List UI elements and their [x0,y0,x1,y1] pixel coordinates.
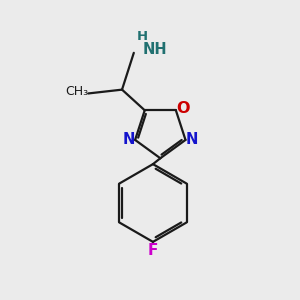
Text: CH₃: CH₃ [65,85,88,98]
Text: N: N [122,132,135,147]
Text: O: O [176,101,189,116]
Text: NH: NH [142,42,167,57]
Text: N: N [186,132,198,147]
Text: H: H [136,30,148,43]
Text: F: F [148,243,158,258]
